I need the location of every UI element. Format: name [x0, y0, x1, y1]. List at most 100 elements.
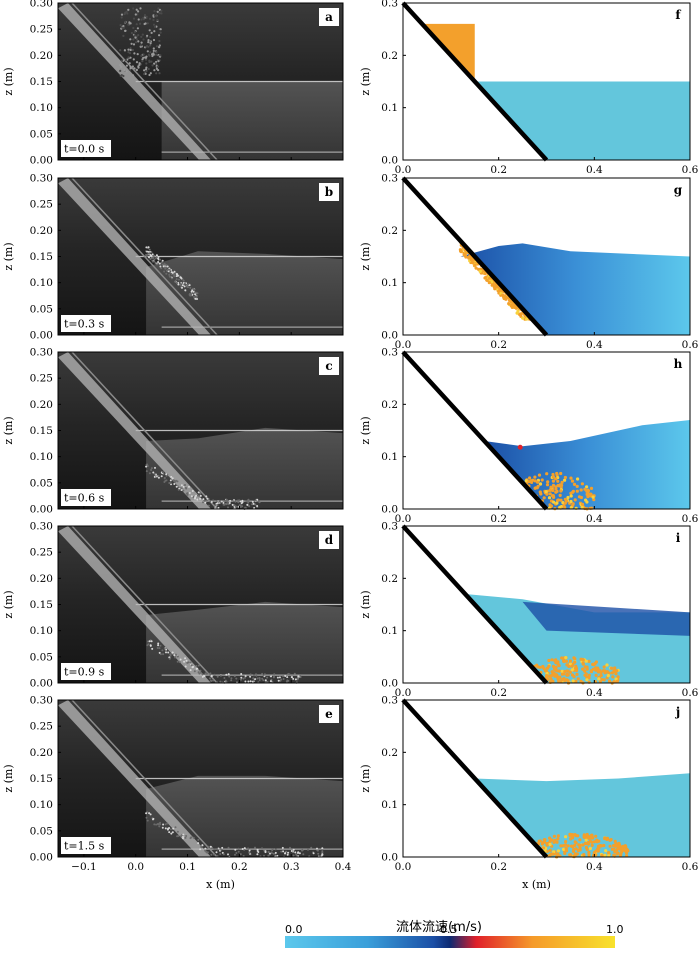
- grain: [321, 848, 324, 851]
- y-axis-label: z (m): [359, 242, 372, 270]
- grain: [139, 22, 142, 25]
- grain: [184, 289, 187, 292]
- panel-letter: a: [325, 10, 333, 24]
- sim-grain: [615, 848, 619, 852]
- grain: [155, 823, 158, 826]
- sim-grain: [587, 836, 591, 840]
- sim-grain: [463, 252, 467, 256]
- sim-grain: [551, 479, 556, 483]
- grain: [145, 66, 148, 69]
- sim-grain: [548, 503, 552, 507]
- sim-grain: [559, 844, 563, 848]
- grain: [182, 485, 185, 488]
- grain: [137, 34, 140, 37]
- colorbar-tick-2: 1.0: [606, 923, 624, 936]
- grain: [262, 674, 265, 677]
- grain: [156, 263, 158, 266]
- y-tick-label: 0.05: [30, 477, 53, 489]
- grain: [182, 837, 184, 840]
- y-tick-label: 0.25: [30, 547, 53, 559]
- grain: [214, 504, 217, 507]
- grain: [152, 53, 155, 56]
- grain: [241, 499, 244, 502]
- grain: [295, 853, 298, 856]
- sim-grain: [585, 489, 589, 493]
- grain: [163, 262, 166, 265]
- grain: [142, 38, 145, 41]
- y-tick-label: 0.00: [30, 852, 53, 864]
- grain: [194, 293, 197, 296]
- grain: [172, 273, 175, 276]
- sim-grain: [602, 843, 606, 848]
- sim-grain: [609, 666, 614, 670]
- grain: [292, 848, 295, 851]
- grain: [210, 501, 213, 503]
- y-tick-label: 0.20: [30, 747, 53, 759]
- grain: [233, 675, 236, 678]
- x-tick-label: 0.3: [283, 861, 300, 873]
- photo-grains: [145, 811, 324, 858]
- grain: [157, 476, 160, 479]
- sim-grain: [564, 840, 568, 844]
- grain: [234, 853, 236, 856]
- grain: [276, 854, 279, 857]
- photo-panel-d: 0.00 0.05 0.10 0.15 0.20 0.25 0.30 z (m) d t=0.9 …: [2, 521, 344, 690]
- grain: [189, 669, 192, 672]
- photo-slope-plate: [58, 3, 212, 160]
- grain: [154, 466, 156, 469]
- sim-grain: [528, 476, 532, 480]
- sim-grain: [560, 672, 564, 676]
- grain: [248, 851, 251, 854]
- grain: [153, 472, 156, 475]
- grain: [147, 640, 149, 643]
- grain: [124, 58, 128, 62]
- grain: [133, 30, 136, 33]
- grain: [219, 674, 222, 677]
- grain: [247, 498, 250, 501]
- grain: [136, 27, 139, 30]
- grain: [202, 498, 205, 501]
- grain: [176, 835, 179, 838]
- x-tick-label: 0.6: [682, 861, 699, 873]
- grain: [135, 38, 138, 41]
- grain: [270, 851, 273, 854]
- x-tick-label: −0.1: [71, 861, 97, 873]
- grain: [146, 819, 149, 822]
- grain: [145, 470, 148, 473]
- grain: [219, 501, 222, 504]
- grain: [195, 665, 198, 667]
- grain: [160, 267, 163, 270]
- sim-grain: [586, 842, 590, 846]
- grain: [129, 48, 132, 52]
- grain: [286, 676, 289, 679]
- x-tick-label: 0.2: [490, 513, 507, 525]
- grain: [129, 65, 132, 68]
- sim-grain: [507, 298, 511, 302]
- grain: [158, 12, 161, 15]
- sim-grain: [550, 673, 554, 678]
- sim-grain: [578, 848, 582, 852]
- sim-grain: [594, 666, 598, 670]
- sim-grain: [568, 853, 572, 857]
- grain: [204, 672, 207, 675]
- grain: [177, 274, 179, 277]
- sim-grain: [590, 843, 594, 848]
- grain: [148, 29, 151, 32]
- grain: [164, 827, 167, 830]
- grain: [192, 496, 195, 498]
- sim-grain: [614, 844, 618, 848]
- grain: [143, 69, 146, 72]
- sim-grain: [510, 303, 514, 307]
- grain: [123, 69, 126, 72]
- grain: [149, 42, 152, 45]
- sim-frame: [402, 177, 691, 336]
- grain: [249, 673, 252, 676]
- sim-grain: [576, 677, 580, 681]
- grain: [184, 486, 187, 489]
- grain: [163, 481, 166, 483]
- grain: [150, 469, 153, 471]
- grain: [258, 679, 261, 681]
- panel-letter-box: [319, 531, 339, 549]
- grain: [192, 665, 195, 668]
- x-tick-label: 0.0: [395, 687, 412, 699]
